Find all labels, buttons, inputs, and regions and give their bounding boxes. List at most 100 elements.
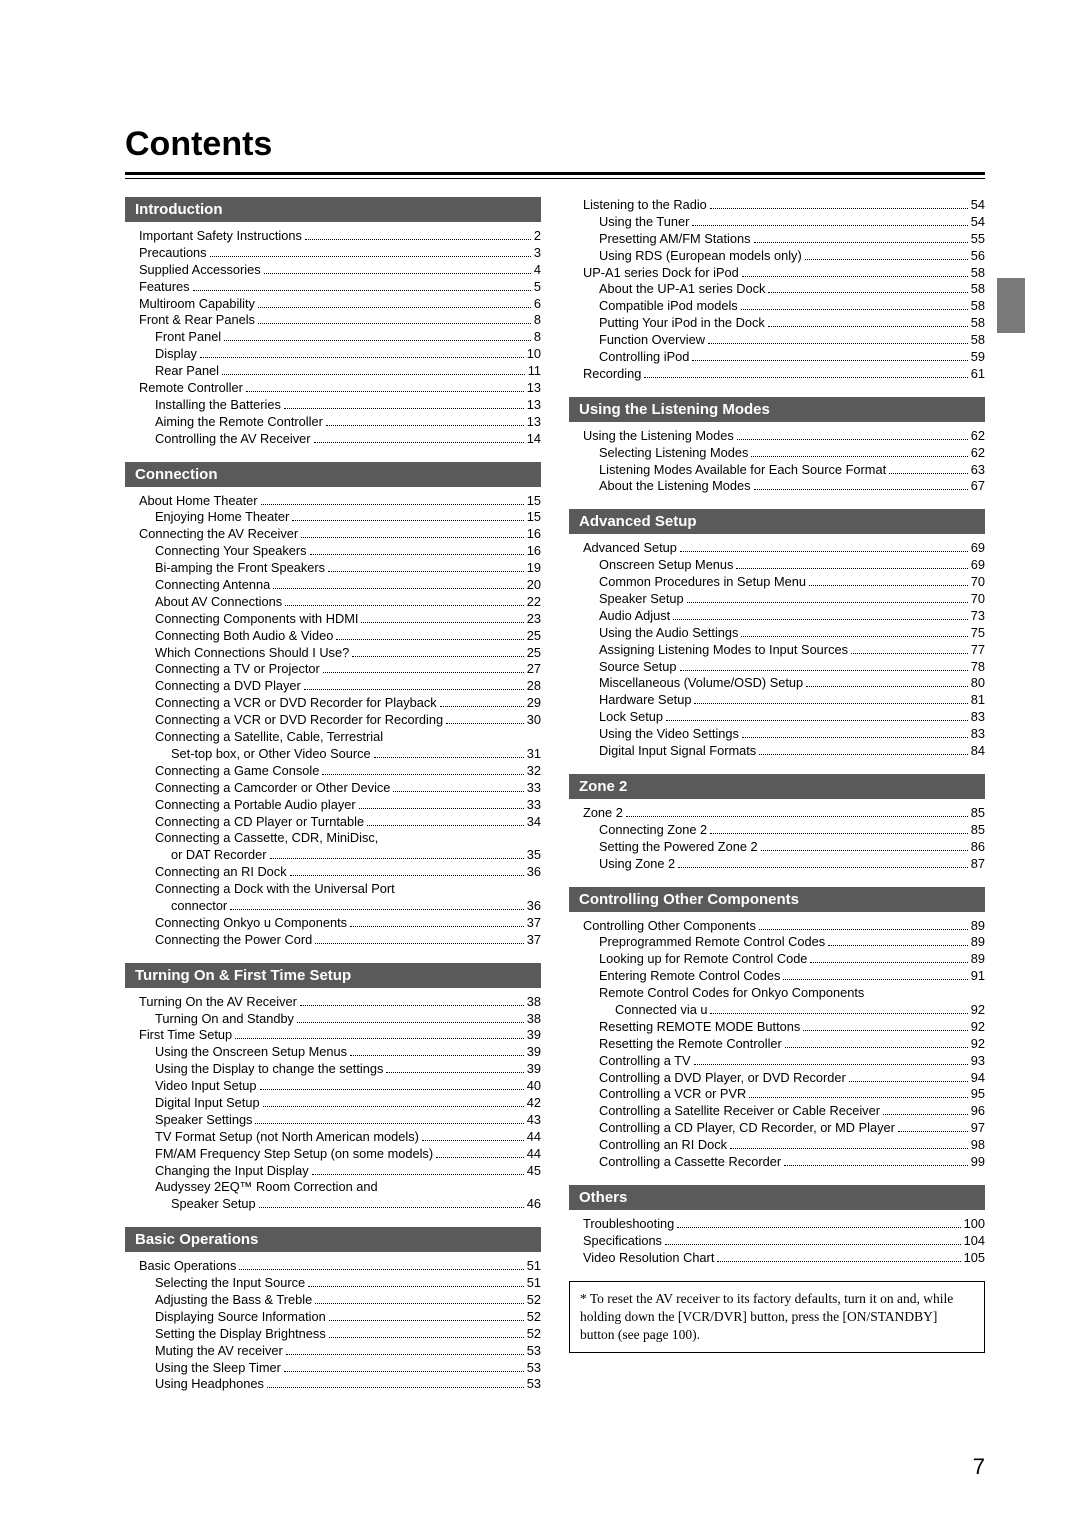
toc-label: Features bbox=[139, 279, 190, 296]
toc-leader bbox=[680, 670, 968, 671]
toc-leader bbox=[260, 1089, 524, 1090]
toc-page: 38 bbox=[527, 994, 541, 1011]
toc-leader bbox=[742, 737, 968, 738]
toc-page: 28 bbox=[527, 678, 541, 695]
toc-page: 58 bbox=[971, 265, 985, 282]
toc-page: 84 bbox=[971, 743, 985, 760]
toc-entry: Controlling a Cassette Recorder99 bbox=[569, 1154, 985, 1171]
toc-label: Connecting Components with HDMI bbox=[155, 611, 358, 628]
toc-page: 2 bbox=[534, 228, 541, 245]
toc-label: First Time Setup bbox=[139, 1027, 232, 1044]
toc-entry: FM/AM Frequency Step Setup (on some mode… bbox=[125, 1146, 541, 1163]
toc-page: 73 bbox=[971, 608, 985, 625]
toc-entry: Using the Display to change the settings… bbox=[125, 1061, 541, 1078]
toc-page: 104 bbox=[964, 1233, 985, 1250]
toc-entry: Using the Audio Settings75 bbox=[569, 625, 985, 642]
toc-label: or DAT Recorder bbox=[171, 847, 267, 864]
toc-page: 85 bbox=[971, 822, 985, 839]
toc-page: 25 bbox=[527, 645, 541, 662]
toc-leader bbox=[336, 639, 523, 640]
toc-leader bbox=[692, 225, 967, 226]
toc-page: 51 bbox=[527, 1275, 541, 1292]
toc-leader bbox=[710, 833, 968, 834]
toc-leader bbox=[224, 340, 531, 341]
toc-entry: Connecting Antenna20 bbox=[125, 577, 541, 594]
toc-page: 85 bbox=[971, 805, 985, 822]
toc-leader bbox=[284, 408, 524, 409]
toc-entry: Selecting the Input Source51 bbox=[125, 1275, 541, 1292]
toc-page: 56 bbox=[971, 248, 985, 265]
toc-entry: Which Connections Should I Use?25 bbox=[125, 645, 541, 662]
toc-label: Recording bbox=[583, 366, 641, 383]
toc-entry: Connecting a VCR or DVD Recorder for Rec… bbox=[125, 712, 541, 729]
toc-page: 16 bbox=[527, 526, 541, 543]
toc-label: Front Panel bbox=[155, 329, 221, 346]
toc-label: Using Zone 2 bbox=[599, 856, 675, 873]
toc-leader bbox=[315, 1303, 524, 1304]
toc-page: 13 bbox=[527, 380, 541, 397]
toc-label: About the Listening Modes bbox=[599, 478, 751, 495]
toc-leader bbox=[768, 292, 967, 293]
toc-entry: Function Overview58 bbox=[569, 332, 985, 349]
toc-leader bbox=[737, 439, 968, 440]
toc-page: 10 bbox=[527, 346, 541, 363]
toc-page: 8 bbox=[534, 329, 541, 346]
toc-entry: Connecting Onkyo u Components37 bbox=[125, 915, 541, 932]
toc-label: Putting Your iPod in the Dock bbox=[599, 315, 765, 332]
toc-page: 58 bbox=[971, 298, 985, 315]
toc-page: 40 bbox=[527, 1078, 541, 1095]
toc-left-column: IntroductionImportant Safety Instruction… bbox=[125, 197, 541, 1393]
toc-entry: Connecting a DVD Player 28 bbox=[125, 678, 541, 695]
toc-leader bbox=[828, 945, 968, 946]
toc-page: 58 bbox=[971, 332, 985, 349]
toc-entry: Basic Operations51 bbox=[125, 1258, 541, 1275]
toc-entry: UP-A1 series Dock for iPod58 bbox=[569, 265, 985, 282]
toc-page: 39 bbox=[527, 1044, 541, 1061]
toc-leader bbox=[741, 309, 968, 310]
toc-leader bbox=[736, 568, 967, 569]
toc-entry: Source Setup78 bbox=[569, 659, 985, 676]
toc-entry: Connecting Zone 285 bbox=[569, 822, 985, 839]
toc-label: Rear Panel bbox=[155, 363, 219, 380]
toc-entry: Putting Your iPod in the Dock58 bbox=[569, 315, 985, 332]
toc-leader bbox=[436, 1157, 524, 1158]
toc-label: Assigning Listening Modes to Input Sourc… bbox=[599, 642, 848, 659]
toc-entry: Using RDS (European models only)56 bbox=[569, 248, 985, 265]
toc-entry: Lock Setup83 bbox=[569, 709, 985, 726]
toc-entry: Changing the Input Display45 bbox=[125, 1163, 541, 1180]
toc-label: Connecting Your Speakers bbox=[155, 543, 307, 560]
toc-leader bbox=[393, 791, 523, 792]
toc-page: 52 bbox=[527, 1326, 541, 1343]
toc-page: 25 bbox=[527, 628, 541, 645]
toc-label: Zone 2 bbox=[583, 805, 623, 822]
toc-leader bbox=[270, 858, 524, 859]
toc-label: Connecting a Camcorder or Other Device bbox=[155, 780, 390, 797]
toc-leader bbox=[678, 867, 968, 868]
toc-entry: connector36 bbox=[125, 898, 541, 915]
toc-leader bbox=[285, 605, 524, 606]
toc-entry: Compatible iPod models58 bbox=[569, 298, 985, 315]
toc-entry: Important Safety Instructions2 bbox=[125, 228, 541, 245]
toc-page: 23 bbox=[527, 611, 541, 628]
toc-leader bbox=[803, 1030, 968, 1031]
toc-label: About the UP-A1 series Dock bbox=[599, 281, 765, 298]
toc-label: Presetting AM/FM Stations bbox=[599, 231, 751, 248]
toc-page: 55 bbox=[971, 231, 985, 248]
toc-page: 89 bbox=[971, 934, 985, 951]
toc-label: Front & Rear Panels bbox=[139, 312, 255, 329]
toc-leader bbox=[810, 962, 967, 963]
toc-page: 61 bbox=[971, 366, 985, 383]
toc-leader bbox=[694, 703, 967, 704]
toc-page: 77 bbox=[971, 642, 985, 659]
toc-entry: Resetting REMOTE MODE Buttons92 bbox=[569, 1019, 985, 1036]
toc-label: Connecting a DVD Player bbox=[155, 678, 301, 695]
toc-entry: Connecting a CD Player or Turntable34 bbox=[125, 814, 541, 831]
toc-entry: Precautions3 bbox=[125, 245, 541, 262]
toc-entry: Controlling a VCR or PVR95 bbox=[569, 1086, 985, 1103]
toc-entry: Selecting Listening Modes62 bbox=[569, 445, 985, 462]
toc-leader bbox=[310, 554, 524, 555]
toc-leader bbox=[290, 875, 524, 876]
toc-label: Controlling the AV Receiver bbox=[155, 431, 311, 448]
toc-entry: Connecting a Portable Audio player33 bbox=[125, 797, 541, 814]
toc-leader bbox=[708, 343, 968, 344]
